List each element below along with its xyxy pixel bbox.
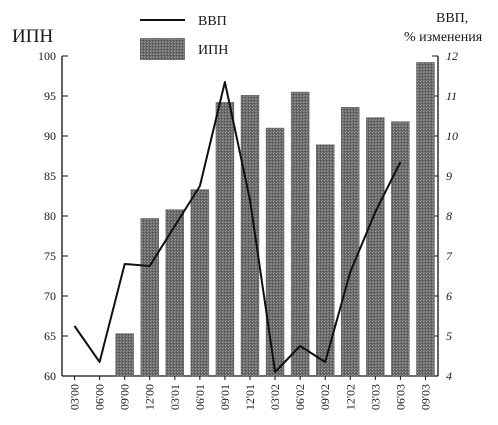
bar-ipn xyxy=(240,94,260,377)
bar-ipn xyxy=(316,144,335,377)
x-tick-label: 03'02 xyxy=(268,384,282,410)
bar-ipn xyxy=(215,102,235,377)
legend-bar-swatch xyxy=(140,38,185,60)
x-tick-label: 06'00 xyxy=(93,384,107,410)
x-tick-label: 03'01 xyxy=(168,384,182,410)
left-tick-label: 95 xyxy=(44,89,56,103)
bar-ipn xyxy=(165,209,185,377)
bar-ipn xyxy=(391,121,410,377)
left-tick-label: 85 xyxy=(44,169,56,183)
bar-ipn xyxy=(341,106,360,377)
right-axis-ticks: 4 5 6 7 8 9 10 11 12 xyxy=(432,49,458,383)
right-axis-title-line1: ВВП, xyxy=(436,11,468,26)
right-tick-label: 12 xyxy=(446,49,458,63)
right-tick-label: 5 xyxy=(446,329,452,343)
legend-bar-label: ИПН xyxy=(198,43,228,58)
right-tick-label: 4 xyxy=(446,369,452,383)
bar-ipn xyxy=(265,127,285,377)
x-tick-label: 09'02 xyxy=(318,384,332,410)
right-tick-label: 10 xyxy=(446,129,458,143)
left-tick-label: 100 xyxy=(38,49,56,63)
left-tick-label: 75 xyxy=(44,249,56,263)
right-tick-label: 8 xyxy=(446,209,452,223)
bar-ipn xyxy=(115,333,134,377)
legend-line-label: ВВП xyxy=(198,14,227,29)
bar-ipn xyxy=(290,91,310,377)
left-tick-label: 70 xyxy=(44,289,56,303)
left-axis-title: ИПН xyxy=(12,26,53,47)
x-axis-ticks: 03'00 06'00 09'00 12'00 03'01 06'01 09'01 12'01… xyxy=(68,376,432,410)
line-gdp xyxy=(73,81,402,373)
left-tick-label: 65 xyxy=(44,329,56,343)
x-tick-label: 03'03 xyxy=(368,384,382,410)
right-axis-title-line2: % изменения xyxy=(404,30,483,45)
x-tick-label: 06'02 xyxy=(293,384,307,410)
x-tick-label: 09'03 xyxy=(418,384,432,410)
left-tick-label: 60 xyxy=(44,369,56,383)
x-tick-label: 03'00 xyxy=(68,384,82,410)
right-tick-label: 11 xyxy=(446,89,457,103)
bar-ipn xyxy=(416,62,435,377)
x-tick-label: 12'00 xyxy=(143,384,157,410)
left-tick-label: 80 xyxy=(44,209,56,223)
left-tick-label: 90 xyxy=(44,129,56,143)
x-tick-label: 06'03 xyxy=(393,384,407,410)
bar-series-ipn xyxy=(115,62,435,377)
right-tick-label: 9 xyxy=(446,169,452,183)
x-tick-label: 06'01 xyxy=(193,384,207,410)
x-tick-label: 09'00 xyxy=(118,384,132,410)
x-tick-label: 12'01 xyxy=(243,384,257,410)
line-series-gdp xyxy=(73,81,402,373)
x-tick-label: 12'02 xyxy=(343,384,357,410)
right-tick-label: 7 xyxy=(446,249,453,263)
bar-ipn xyxy=(140,218,159,377)
legend: ВВП ИПН xyxy=(140,14,228,60)
bar-ipn xyxy=(190,189,210,377)
left-axis-ticks: 60 65 70 75 80 85 90 95 100 xyxy=(38,49,68,383)
x-tick-label: 09'01 xyxy=(218,384,232,410)
bar-ipn xyxy=(366,117,385,377)
right-tick-label: 6 xyxy=(446,289,452,303)
